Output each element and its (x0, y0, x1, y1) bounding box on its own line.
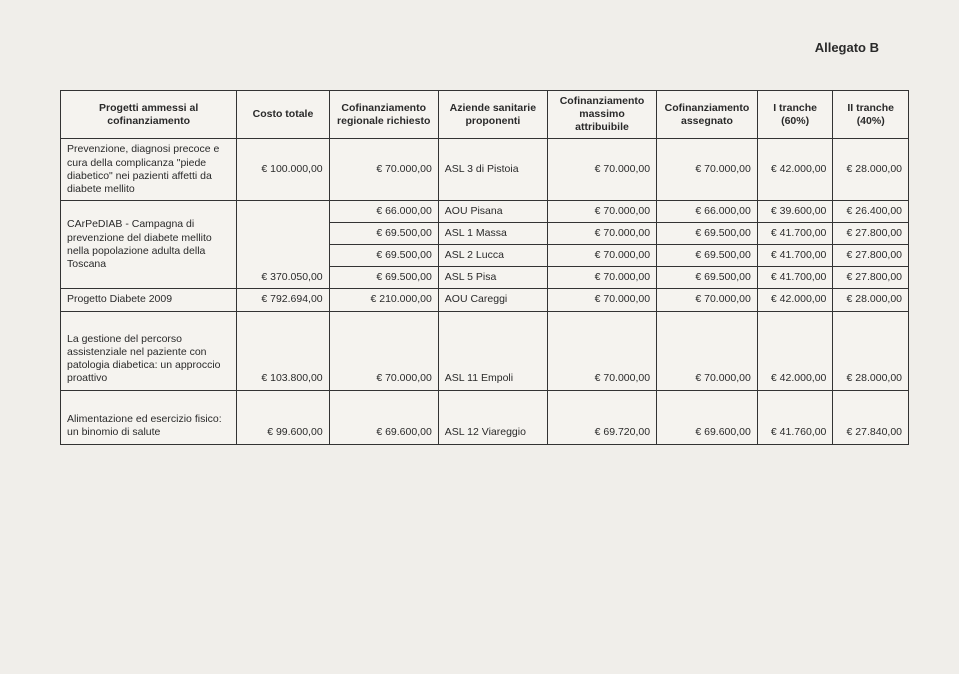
cell-t2: € 26.400,00 (833, 200, 909, 222)
cell-title: CArPeDIAB - Campagna di prevenzione del … (61, 200, 237, 289)
cell-t1: € 41.700,00 (757, 223, 833, 245)
cell-richiesto: € 69.600,00 (329, 390, 438, 444)
funding-table: Progetti ammessi al cofinanziamento Cost… (60, 90, 909, 445)
cell-costo: € 103.800,00 (237, 311, 329, 390)
cell-t1: € 41.700,00 (757, 267, 833, 289)
cell-assegnato: € 69.500,00 (657, 223, 758, 245)
hdr-tranche2: II tranche (40%) (833, 91, 909, 139)
cell-assegnato: € 70.000,00 (657, 289, 758, 311)
header-row: Progetti ammessi al cofinanziamento Cost… (61, 91, 909, 139)
cell-costo: € 370.050,00 (237, 200, 329, 289)
hdr-progetti: Progetti ammessi al cofinanziamento (61, 91, 237, 139)
hdr-aziende: Aziende sanitarie proponenti (438, 91, 547, 139)
cell-massimo: € 70.000,00 (547, 267, 656, 289)
cell-assegnato: € 70.000,00 (657, 139, 758, 201)
cell-azienda: AOU Careggi (438, 289, 547, 311)
cell-massimo: € 70.000,00 (547, 245, 656, 267)
cell-costo: € 100.000,00 (237, 139, 329, 201)
hdr-costo: Costo totale (237, 91, 329, 139)
cell-azienda: ASL 11 Empoli (438, 311, 547, 390)
cell-t2: € 27.840,00 (833, 390, 909, 444)
cell-azienda: ASL 3 di Pistoia (438, 139, 547, 201)
cell-assegnato: € 69.500,00 (657, 245, 758, 267)
cell-assegnato: € 69.500,00 (657, 267, 758, 289)
cell-t2: € 27.800,00 (833, 245, 909, 267)
row-piede-diabetico: Prevenzione, diagnosi precoce e cura del… (61, 139, 909, 201)
cell-t1: € 42.000,00 (757, 311, 833, 390)
cell-richiesto: € 210.000,00 (329, 289, 438, 311)
cell-costo: € 792.694,00 (237, 289, 329, 311)
table-container: Progetti ammessi al cofinanziamento Cost… (60, 90, 909, 445)
cell-assegnato: € 70.000,00 (657, 311, 758, 390)
cell-t1: € 42.000,00 (757, 289, 833, 311)
cell-title: La gestione del percorso assistenziale n… (61, 311, 237, 390)
cell-massimo: € 70.000,00 (547, 311, 656, 390)
cell-richiesto: € 69.500,00 (329, 245, 438, 267)
cell-t2: € 27.800,00 (833, 267, 909, 289)
hdr-tranche1: I tranche (60%) (757, 91, 833, 139)
row-diabete-2009: Progetto Diabete 2009 € 792.694,00 € 210… (61, 289, 909, 311)
cell-t1: € 41.760,00 (757, 390, 833, 444)
cell-costo: € 99.600,00 (237, 390, 329, 444)
cell-massimo: € 69.720,00 (547, 390, 656, 444)
cell-t2: € 27.800,00 (833, 223, 909, 245)
cell-richiesto: € 69.500,00 (329, 267, 438, 289)
row-alimentazione: Alimentazione ed esercizio fisico: un bi… (61, 390, 909, 444)
cell-assegnato: € 69.600,00 (657, 390, 758, 444)
cell-title: Alimentazione ed esercizio fisico: un bi… (61, 390, 237, 444)
cell-azienda: ASL 1 Massa (438, 223, 547, 245)
cell-azienda: ASL 12 Viareggio (438, 390, 547, 444)
document-page: Allegato B Progetti ammessi al cofinanzi… (0, 0, 959, 674)
cell-t2: € 28.000,00 (833, 311, 909, 390)
row-percorso-proattivo: La gestione del percorso assistenziale n… (61, 311, 909, 390)
hdr-massimo: Cofinanziamento massimo attribuibile (547, 91, 656, 139)
cell-richiesto: € 66.000,00 (329, 200, 438, 222)
cell-massimo: € 70.000,00 (547, 223, 656, 245)
cell-massimo: € 70.000,00 (547, 289, 656, 311)
cell-azienda: AOU Pisana (438, 200, 547, 222)
cell-azienda: ASL 5 Pisa (438, 267, 547, 289)
cell-richiesto: € 69.500,00 (329, 223, 438, 245)
cell-t1: € 39.600,00 (757, 200, 833, 222)
cell-t1: € 41.700,00 (757, 245, 833, 267)
cell-azienda: ASL 2 Lucca (438, 245, 547, 267)
cell-richiesto: € 70.000,00 (329, 139, 438, 201)
hdr-richiesto: Cofinanziamento regionale richiesto (329, 91, 438, 139)
cell-title: Prevenzione, diagnosi precoce e cura del… (61, 139, 237, 201)
cell-t2: € 28.000,00 (833, 139, 909, 201)
cell-massimo: € 70.000,00 (547, 139, 656, 201)
cell-richiesto: € 70.000,00 (329, 311, 438, 390)
hdr-assegnato: Cofinanziamento assegnato (657, 91, 758, 139)
cell-t1: € 42.000,00 (757, 139, 833, 201)
cell-assegnato: € 66.000,00 (657, 200, 758, 222)
cell-t2: € 28.000,00 (833, 289, 909, 311)
doc-title: Allegato B (815, 40, 879, 55)
row-carpediab-0: CArPeDIAB - Campagna di prevenzione del … (61, 200, 909, 222)
cell-title: Progetto Diabete 2009 (61, 289, 237, 311)
cell-massimo: € 70.000,00 (547, 200, 656, 222)
